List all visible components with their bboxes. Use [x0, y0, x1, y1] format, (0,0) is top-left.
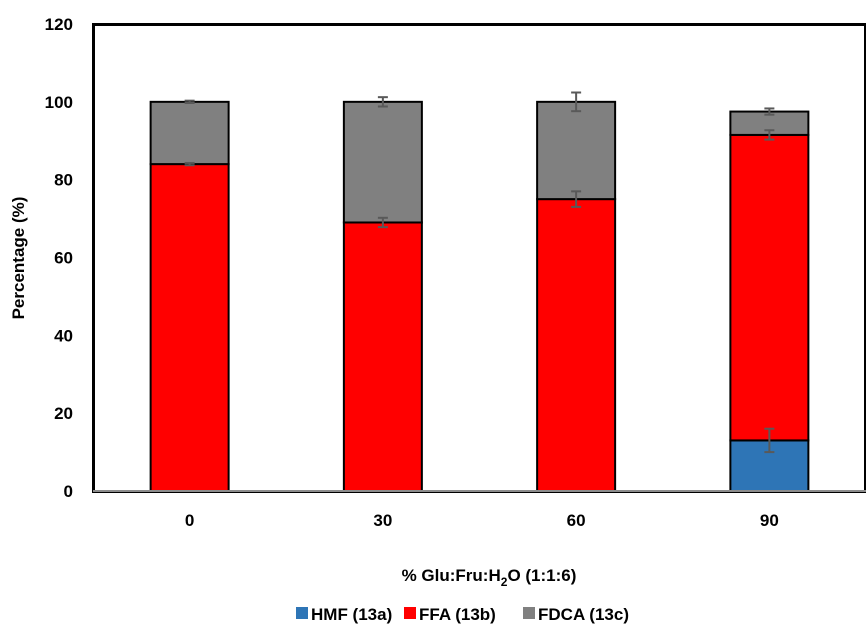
error-bar: [377, 216, 388, 229]
x-axis-title-main: % Glu:Fru:H: [402, 566, 501, 585]
error-bar: [571, 190, 582, 208]
x-axis-title: % Glu:Fru:H2O (1:1:6): [402, 566, 577, 589]
legend-swatch: [296, 607, 308, 619]
y-tick-label: 20: [54, 404, 73, 423]
error-bar: [184, 161, 195, 167]
bars-group: [149, 91, 810, 492]
x-axis-tick-labels: 0 30 60 90: [185, 511, 779, 530]
x-tick-label: 90: [760, 511, 779, 530]
error-bar: [764, 129, 775, 141]
error-bar: [184, 99, 195, 105]
x-tick-label: 0: [185, 511, 194, 530]
y-tick-label: 40: [54, 326, 73, 345]
bar-segment: [149, 163, 230, 492]
y-tick-label: 0: [64, 482, 73, 501]
error-bar: [571, 91, 582, 113]
legend-label: FFA (13b): [419, 605, 496, 624]
bar-segment: [342, 221, 423, 492]
bar-segment: [149, 100, 230, 166]
y-tick-label: 80: [54, 171, 73, 190]
legend-swatch: [404, 607, 416, 619]
x-axis-title-rest: O (1:1:6): [507, 566, 576, 585]
y-tick-label: 120: [45, 15, 73, 34]
legend: HMF (13a) FFA (13b) FDCA (13c): [296, 605, 629, 624]
legend-label: FDCA (13c): [538, 605, 629, 624]
y-axis-tick-labels: 0 20 40 60 80 100 120: [45, 15, 73, 501]
y-tick-label: 60: [54, 249, 73, 268]
bar-segment: [536, 198, 617, 492]
error-bar: [764, 107, 775, 116]
legend-swatch: [523, 607, 535, 619]
x-tick-label: 60: [567, 511, 586, 530]
legend-label: HMF (13a): [311, 605, 392, 624]
y-axis-title: Percentage (%): [9, 197, 28, 320]
bar-segment: [729, 133, 810, 442]
x-axis-title-subscript: 2: [501, 575, 508, 589]
error-bar: [764, 427, 775, 454]
y-tick-label: 100: [45, 93, 73, 112]
bar-segment: [342, 100, 423, 224]
error-bar: [377, 96, 388, 108]
x-tick-label: 30: [373, 511, 392, 530]
bar-segment: [536, 100, 617, 201]
